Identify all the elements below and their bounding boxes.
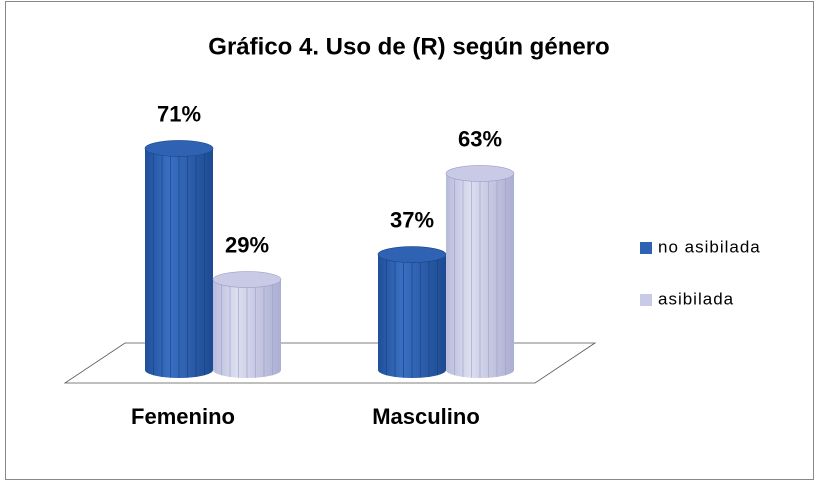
floor — [63, 342, 597, 384]
legend-swatch — [640, 242, 652, 254]
value-label: 63% — [458, 126, 502, 151]
x-tick-label: Femenino — [131, 404, 235, 429]
x-tick-label: Masculino — [372, 404, 480, 429]
value-label: 71% — [157, 101, 201, 126]
bar-top — [144, 140, 214, 157]
value-label: 37% — [390, 207, 434, 232]
legend-label: asibilada — [658, 289, 734, 308]
legend-label: no asibilada — [658, 237, 761, 256]
legend-swatch — [640, 294, 652, 306]
chart-title: Gráfico 4. Uso de (R) según género — [208, 33, 609, 60]
chart-frame — [5, 1, 814, 480]
bar-top — [212, 271, 282, 288]
bar-top — [445, 165, 515, 182]
bar-top — [377, 246, 447, 263]
value-label: 29% — [225, 232, 269, 257]
